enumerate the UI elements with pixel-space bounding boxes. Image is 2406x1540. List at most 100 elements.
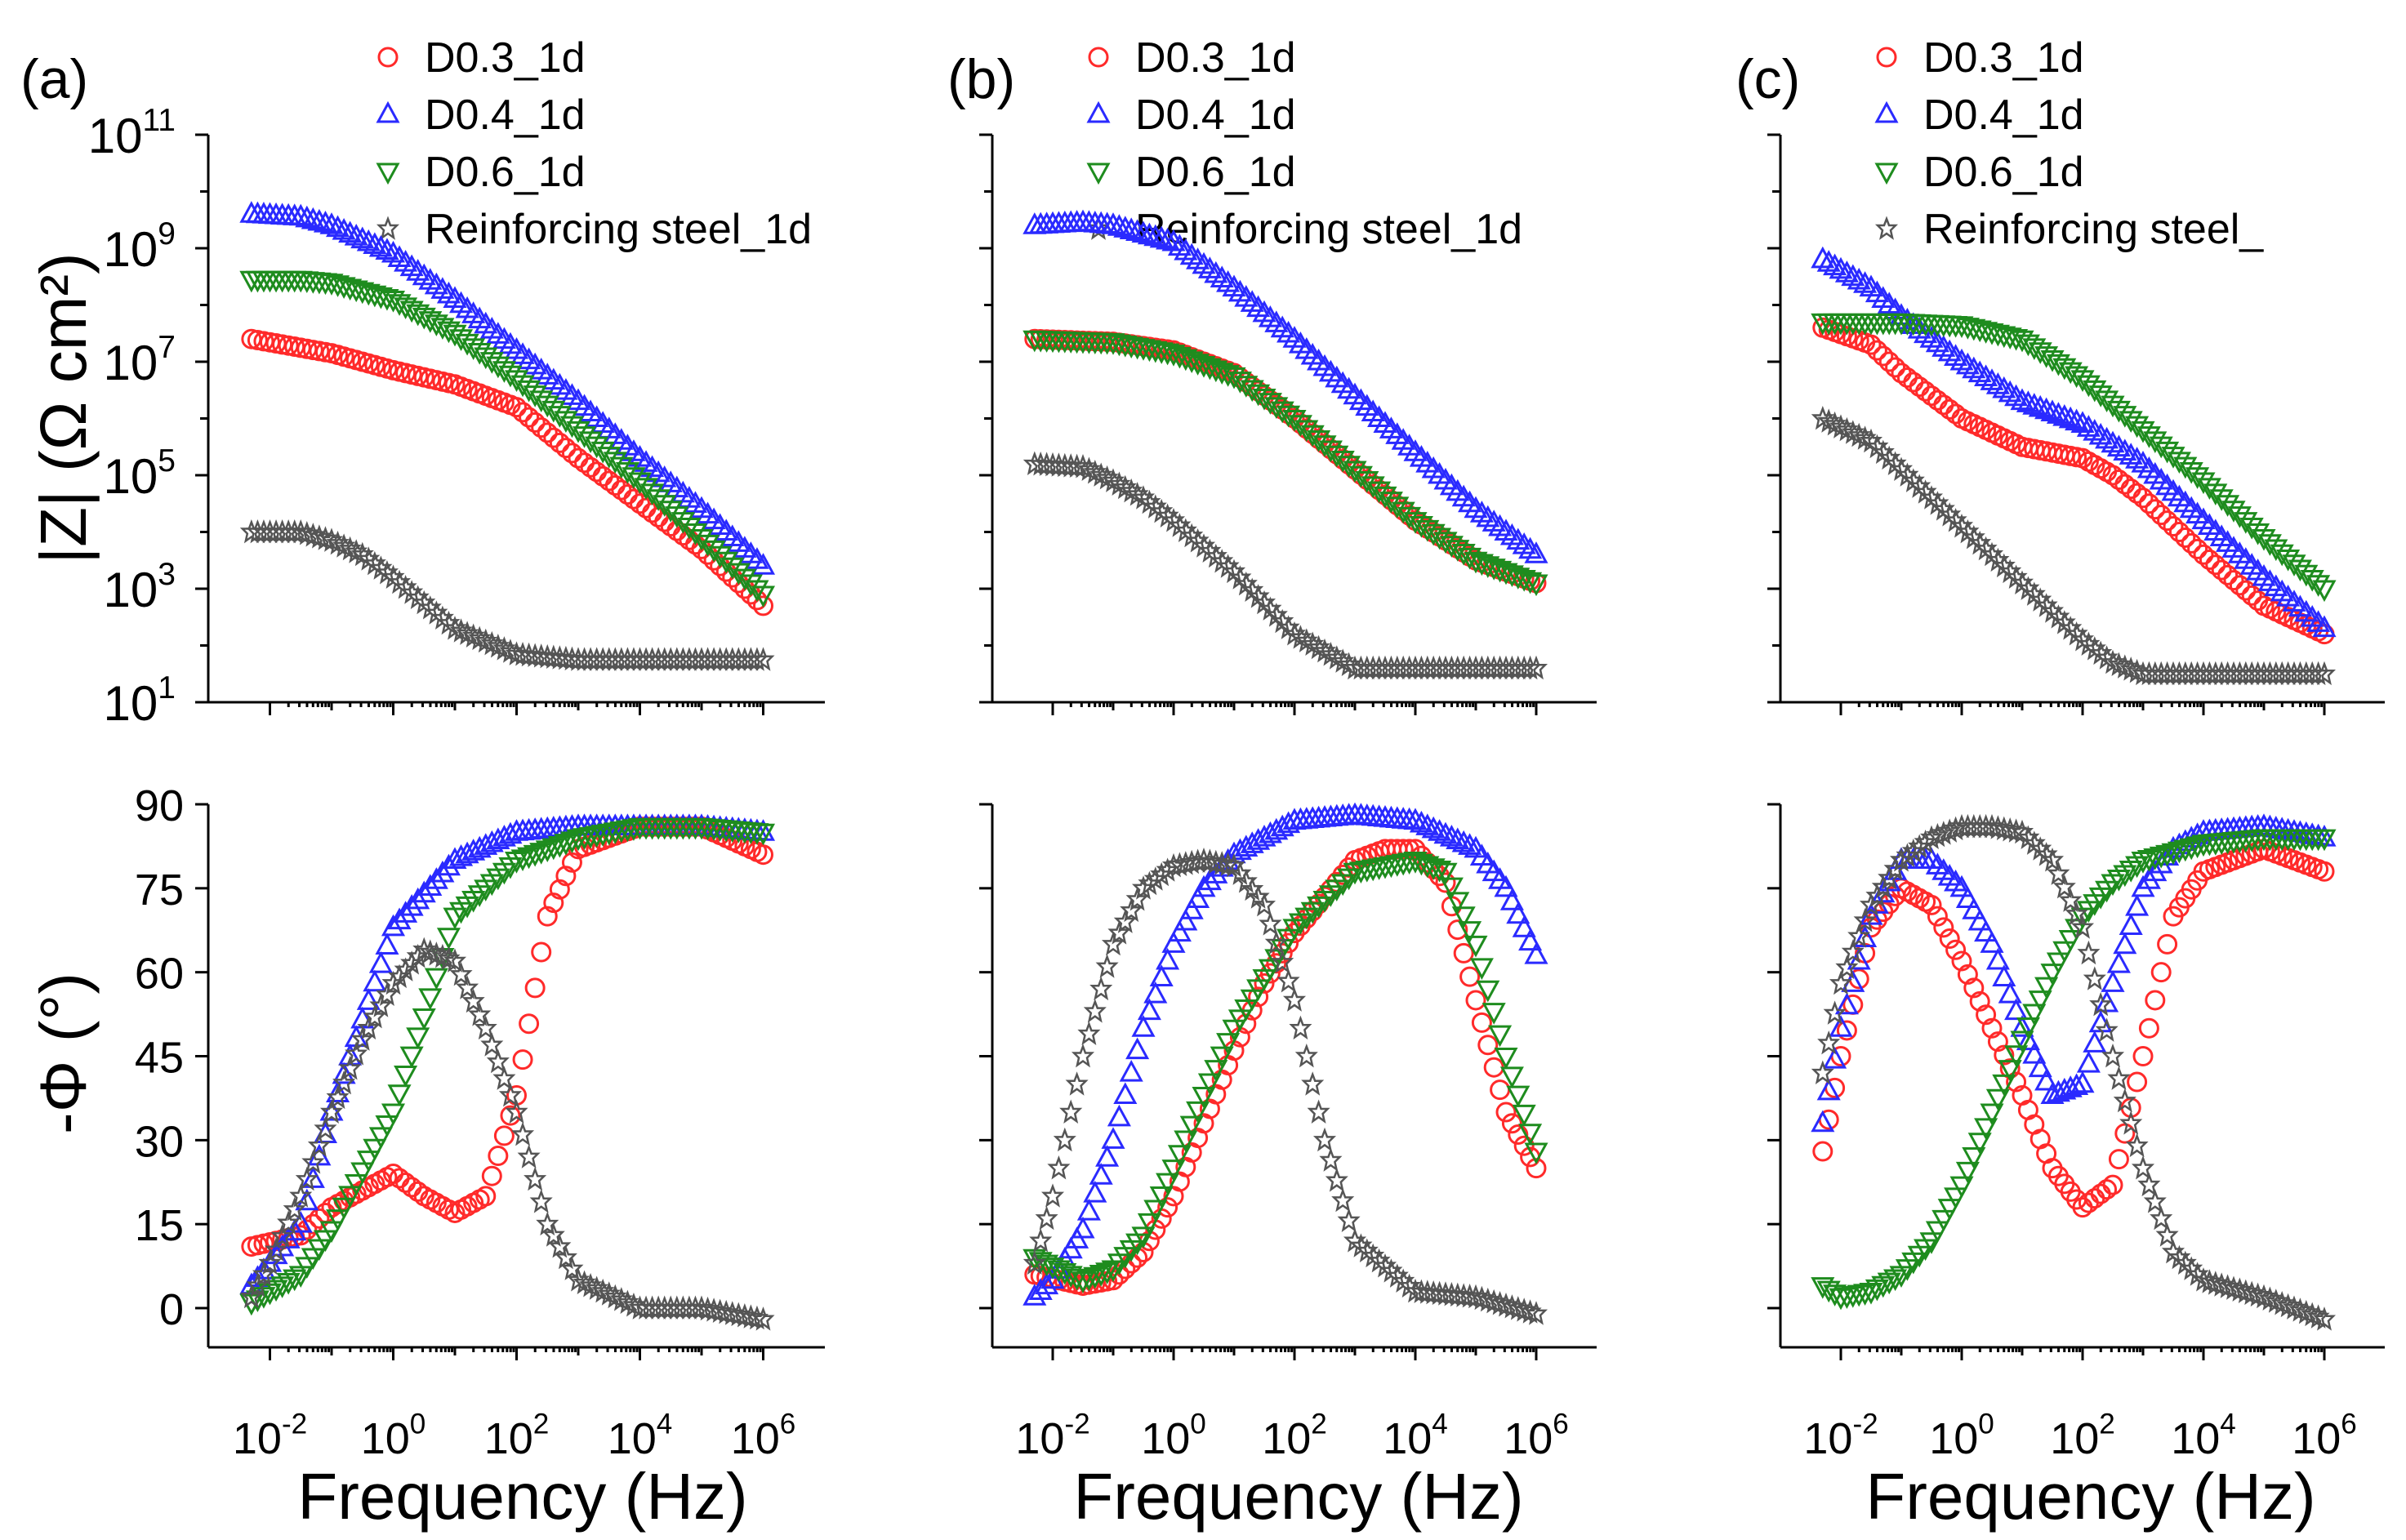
impedance-series-3 [240, 270, 774, 607]
data-point [1072, 1217, 1094, 1239]
data-point [1465, 990, 1486, 1011]
impedance-y-tick-label: 1011 [88, 103, 176, 163]
data-point [1079, 1022, 1099, 1044]
data-point [1998, 982, 2021, 1004]
phase-series-3 [1023, 852, 1548, 1293]
data-point [1144, 982, 1167, 1004]
data-point [1903, 372, 1924, 393]
x-tick-label: 10-2 [1015, 1409, 1089, 1463]
legend-marker [1875, 102, 1898, 123]
data-point [1090, 977, 1112, 999]
data-point [1950, 876, 1973, 897]
data-point [1150, 966, 1173, 987]
data-point [2314, 861, 2335, 882]
phase-y-tick-label: 15 [135, 1201, 184, 1250]
data-point [1260, 913, 1281, 934]
legend-entry: D0.6_1d [1135, 149, 1296, 196]
x-tick-label: 102 [484, 1409, 550, 1463]
data-point [611, 479, 632, 501]
legend-marker [1876, 47, 1897, 68]
data-point [2120, 478, 2141, 500]
data-point [1054, 1129, 1076, 1151]
x-tick-label: 106 [1504, 1409, 1569, 1463]
data-point [1030, 1230, 1051, 1251]
phase-series-2 [1811, 814, 2336, 1133]
data-point [401, 1177, 422, 1198]
panel-b: (b) 10-2 100 102 104 106 D0.3_1d D0.4_1d D0.6_1d… [947, 34, 1597, 1463]
data-point [752, 554, 774, 575]
data-point [1072, 1045, 1094, 1066]
legend-marker [1876, 217, 1897, 239]
data-point [1132, 1016, 1155, 1037]
legend-marker [376, 102, 399, 123]
panel-a: (a) 10-2 100 102 104 106 101 103 105 107 109 1011 0 1… [20, 34, 825, 1463]
data-point [1284, 989, 1305, 1011]
data-point [2077, 1052, 2100, 1073]
legend-marker [377, 47, 399, 68]
data-point [2114, 474, 2136, 495]
data-point [363, 971, 386, 992]
data-point [1084, 1182, 1107, 1203]
data-point [1085, 1000, 1106, 1021]
data-point [512, 1124, 533, 1145]
data-point [1483, 1057, 1504, 1078]
svg-text:-Φ (°): -Φ (°) [27, 973, 100, 1134]
data-point [1023, 1284, 1046, 1306]
x-axis-title-a: Frequency (Hz) [297, 1460, 747, 1533]
data-point [574, 452, 595, 474]
impedance-series-2 [1811, 247, 2336, 638]
data-point [1060, 1101, 1081, 1123]
data-point [2079, 942, 2099, 964]
phase-series-4 [241, 938, 773, 1329]
x-tick-label: 104 [608, 1409, 673, 1463]
x-tick-label: 102 [1262, 1409, 1327, 1463]
data-point [1089, 1164, 1112, 1185]
data-point [1326, 1169, 1348, 1191]
data-point [394, 1065, 417, 1086]
data-point [1296, 1045, 1317, 1066]
data-point [2157, 933, 2178, 955]
data-point [2084, 1188, 2105, 1209]
legend-entry: D0.3_1d [1135, 34, 1296, 82]
data-point [506, 1101, 527, 1123]
data-point [1067, 1073, 1087, 1095]
impedance-y-tick-label: 101 [104, 670, 176, 731]
phase-series-3 [240, 817, 774, 1315]
data-point [2096, 1179, 2118, 1200]
data-point [412, 1008, 435, 1030]
data-point [1471, 1012, 1492, 1033]
data-point [1314, 1129, 1335, 1151]
data-point [524, 977, 546, 999]
data-point [1915, 381, 1936, 402]
data-point [2132, 1046, 2154, 1067]
data-point [2047, 952, 2070, 973]
x-axis-title-b: Frequency (Hz) [1073, 1460, 1523, 1533]
data-point [1036, 1208, 1057, 1229]
data-point [2090, 1183, 2111, 1204]
data-point [1290, 1017, 1311, 1039]
data-point [1302, 1073, 1323, 1095]
legend-entry: D0.4_1d [1135, 91, 1296, 139]
phase-y-tick-label: 30 [135, 1117, 184, 1166]
phase-y-tick-label: 75 [135, 866, 184, 915]
legend-marker [1875, 162, 1898, 184]
x-tick-label: 10-2 [233, 1409, 307, 1463]
data-point [2114, 933, 2136, 955]
data-point [1077, 1200, 1100, 1221]
data-point [493, 1125, 515, 1146]
legend-entry: D0.6_1d [1923, 149, 2084, 196]
data-point [1963, 898, 1985, 919]
data-point [1102, 1128, 1125, 1149]
data-point [586, 461, 608, 483]
data-point [425, 968, 448, 989]
legend-entry: D0.4_1d [1923, 91, 2084, 139]
data-point [437, 928, 460, 949]
data-point [1909, 376, 1930, 398]
legend-marker [1087, 162, 1110, 184]
legend-entry: D0.6_1d [425, 149, 586, 196]
phase-y-tick-label: 90 [135, 781, 184, 830]
impedance-y-tick-label: 107 [104, 330, 176, 390]
impedance-series-3 [1023, 330, 1548, 595]
impedance-y-tick-label: 109 [104, 216, 176, 277]
